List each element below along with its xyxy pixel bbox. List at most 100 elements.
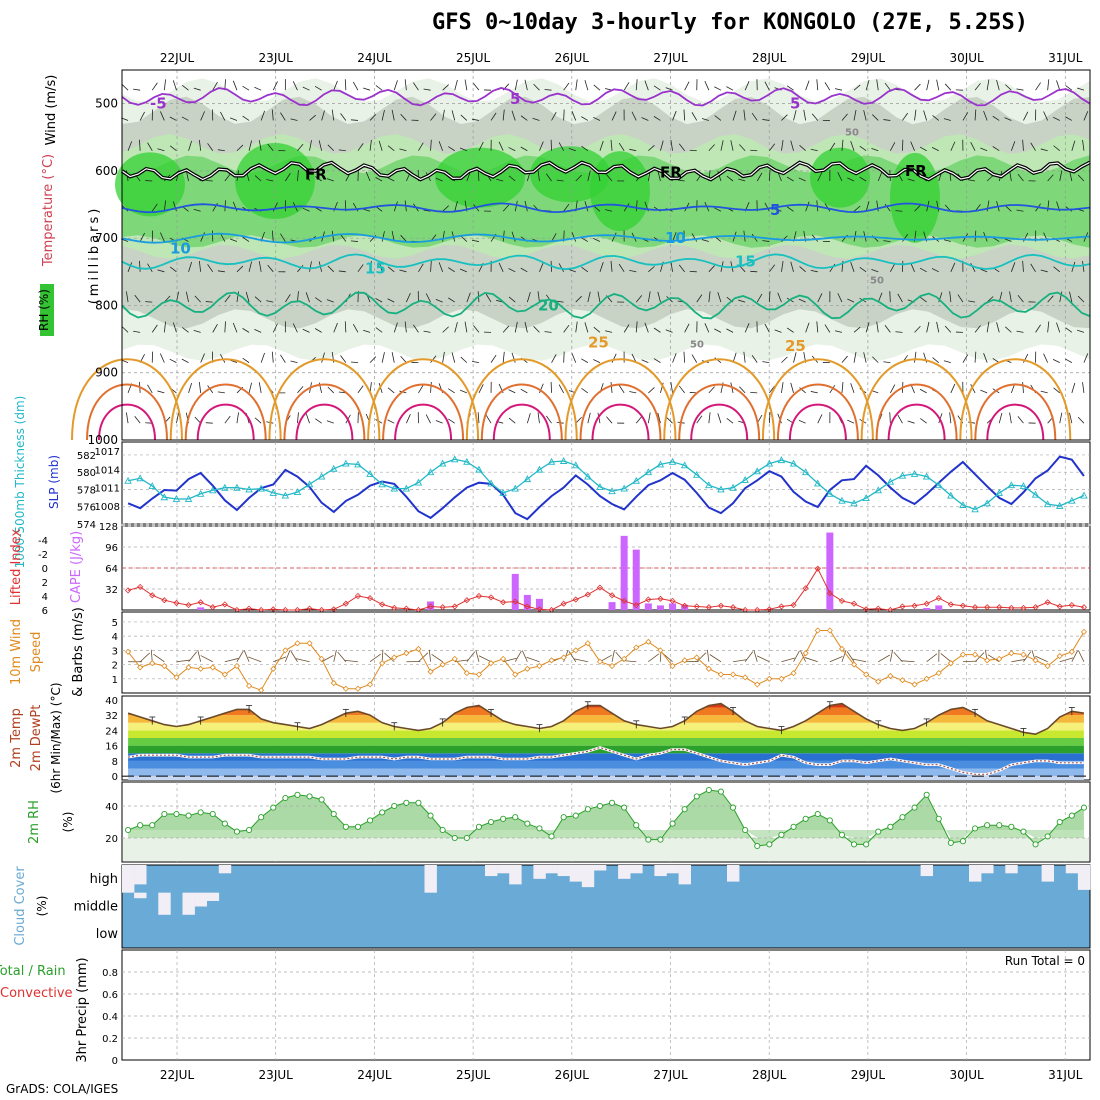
thickness-point	[124, 476, 132, 484]
rh-point	[851, 841, 858, 848]
wind-point	[863, 671, 870, 678]
axis-label: Temperature (°C)	[41, 154, 56, 267]
axis-tick-label: 5	[112, 618, 118, 629]
li-point	[959, 602, 967, 609]
wind-barb	[738, 299, 746, 303]
wind-barb	[205, 301, 213, 303]
wind-point	[306, 640, 313, 647]
wind-barb	[914, 109, 917, 121]
wind-barb	[950, 141, 956, 151]
wind-barb	[657, 291, 661, 303]
wind-barb	[790, 261, 794, 272]
wind-barb	[375, 327, 383, 333]
wind-barb	[431, 654, 443, 663]
wind-barb	[708, 386, 715, 394]
wind-barb	[847, 419, 855, 424]
cloud-cell-high	[654, 865, 667, 877]
axis-tick-label: 8	[112, 757, 118, 768]
cape-bar	[632, 549, 640, 610]
wind-barb	[248, 656, 262, 663]
wind-barb	[876, 79, 879, 91]
li-point	[935, 595, 942, 602]
wind-barb	[375, 85, 383, 91]
wind-barb	[644, 322, 649, 333]
wind-barb	[185, 291, 189, 303]
rh-point	[669, 820, 676, 827]
wind-barb	[811, 234, 819, 242]
wind-barb	[611, 232, 617, 242]
axis-tick-label: 600	[95, 164, 118, 178]
li-point	[693, 603, 700, 610]
wind-barb	[459, 147, 468, 152]
wind-barb	[127, 262, 133, 272]
wind-barb	[514, 200, 518, 212]
thickness-point	[305, 480, 314, 488]
li-point	[354, 592, 362, 600]
wind-barb	[1004, 238, 1012, 242]
wind-panel	[121, 611, 1091, 694]
wind-barb	[242, 85, 250, 91]
li-point	[899, 603, 906, 610]
wind-barb	[635, 416, 643, 424]
warm-contour-9-1	[974, 383, 1057, 441]
axis-tick-label: 24JUL	[357, 51, 392, 65]
li-point	[814, 565, 821, 572]
wind-barb	[524, 321, 528, 333]
cloud-cell-middle	[206, 892, 220, 901]
wind-barb	[914, 83, 921, 91]
wind-barb	[926, 653, 938, 663]
wind-barb	[321, 110, 325, 121]
wind-barb	[558, 142, 565, 151]
wind-barb	[508, 175, 516, 182]
wind-point	[391, 654, 398, 661]
wind-barb	[350, 240, 358, 242]
wind-barb	[272, 202, 278, 212]
rh-point	[572, 812, 579, 819]
contour-label: 15	[735, 253, 756, 271]
contour-label: 5	[510, 90, 520, 108]
wind-barb	[198, 260, 202, 272]
thickness-point	[475, 465, 483, 473]
wind-barb	[357, 143, 364, 151]
li-point	[463, 597, 470, 604]
wind-barb	[545, 173, 552, 182]
wind-barb	[983, 353, 988, 363]
wind-barb	[502, 109, 505, 121]
wind-barb	[914, 351, 917, 363]
wind-barb	[732, 110, 737, 121]
li-point	[306, 605, 313, 612]
dry-column-2	[289, 382, 350, 440]
wind-barb	[1053, 145, 1061, 152]
wind-barb	[508, 268, 516, 273]
wind-barb	[315, 297, 322, 303]
wind-barb	[524, 79, 528, 91]
axis-tick-label: 128	[99, 522, 118, 533]
wind-point	[887, 672, 894, 680]
wind-barb	[605, 209, 613, 212]
rh-point	[790, 823, 797, 830]
temp-line	[127, 702, 1085, 736]
temp-band	[128, 730, 1084, 738]
thickness-point	[535, 465, 544, 473]
wind-barb	[744, 651, 754, 662]
wind-barb	[448, 267, 455, 273]
wind-barb	[229, 117, 238, 121]
contour-label: FR	[305, 165, 327, 183]
wind-barb	[524, 200, 528, 212]
wind-point	[342, 685, 349, 692]
contour-label: 50	[690, 339, 704, 350]
wind-barb	[134, 294, 141, 303]
wind-barb	[739, 386, 746, 394]
thickness-point	[922, 472, 931, 480]
wind-barb	[381, 109, 385, 121]
wind-barb	[471, 239, 480, 242]
wind-barb	[217, 270, 225, 273]
dry-column-9	[980, 382, 1041, 440]
wind-point	[221, 671, 228, 678]
wind-barb	[923, 110, 928, 121]
thickness-point	[753, 467, 762, 475]
thickness-point	[378, 480, 386, 488]
wind-barb	[375, 177, 383, 182]
wind-barb	[910, 141, 915, 151]
wind-barb	[717, 413, 722, 424]
